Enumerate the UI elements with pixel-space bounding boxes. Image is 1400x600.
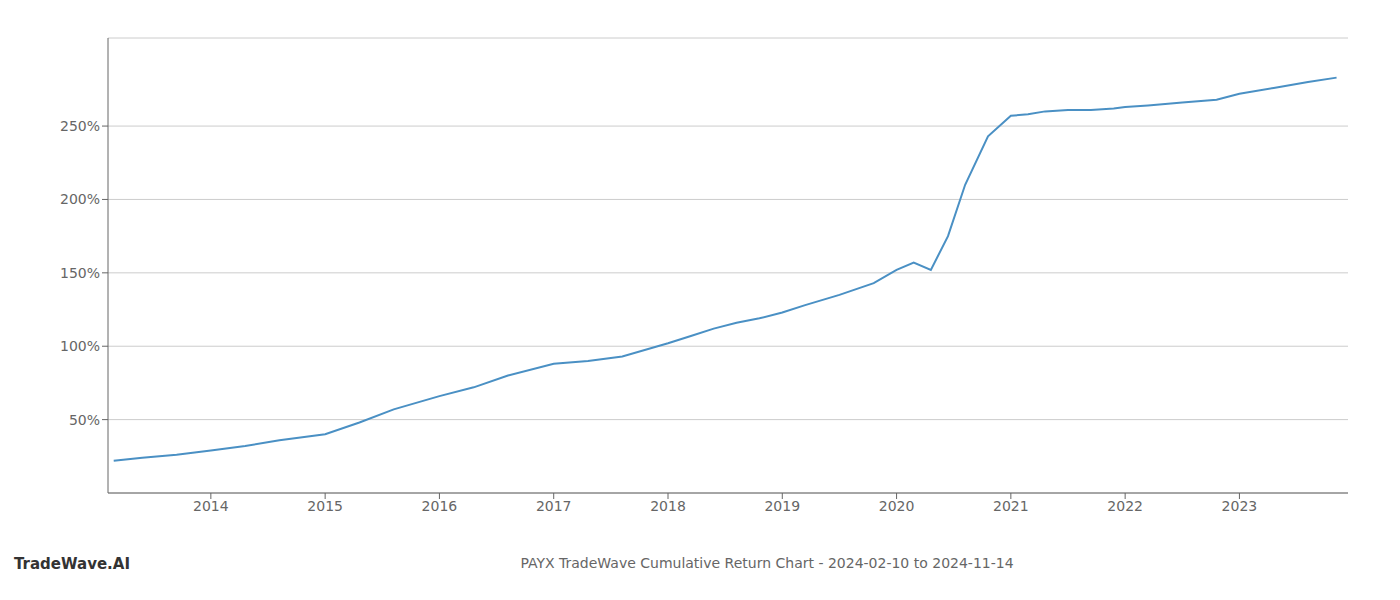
svg-text:200%: 200%: [60, 191, 100, 207]
svg-text:150%: 150%: [60, 265, 100, 281]
svg-text:2014: 2014: [193, 498, 229, 514]
svg-text:2017: 2017: [536, 498, 572, 514]
svg-text:2021: 2021: [993, 498, 1029, 514]
svg-text:2022: 2022: [1107, 498, 1143, 514]
svg-text:2016: 2016: [422, 498, 458, 514]
svg-text:250%: 250%: [60, 118, 100, 134]
svg-text:100%: 100%: [60, 338, 100, 354]
html-text:TradeWave.AI: TradeWave.AI: [14, 555, 130, 573]
svg-text:2020: 2020: [879, 498, 915, 514]
svg-text:2018: 2018: [650, 498, 686, 514]
svg-text:2019: 2019: [764, 498, 800, 514]
svg-text:2015: 2015: [307, 498, 343, 514]
svg-text:50%: 50%: [69, 412, 100, 428]
svg-text:2023: 2023: [1222, 498, 1258, 514]
html-text:PAYX TradeWave Cumulative Retu: PAYX TradeWave Cumulative Return Chart -…: [520, 555, 1014, 571]
